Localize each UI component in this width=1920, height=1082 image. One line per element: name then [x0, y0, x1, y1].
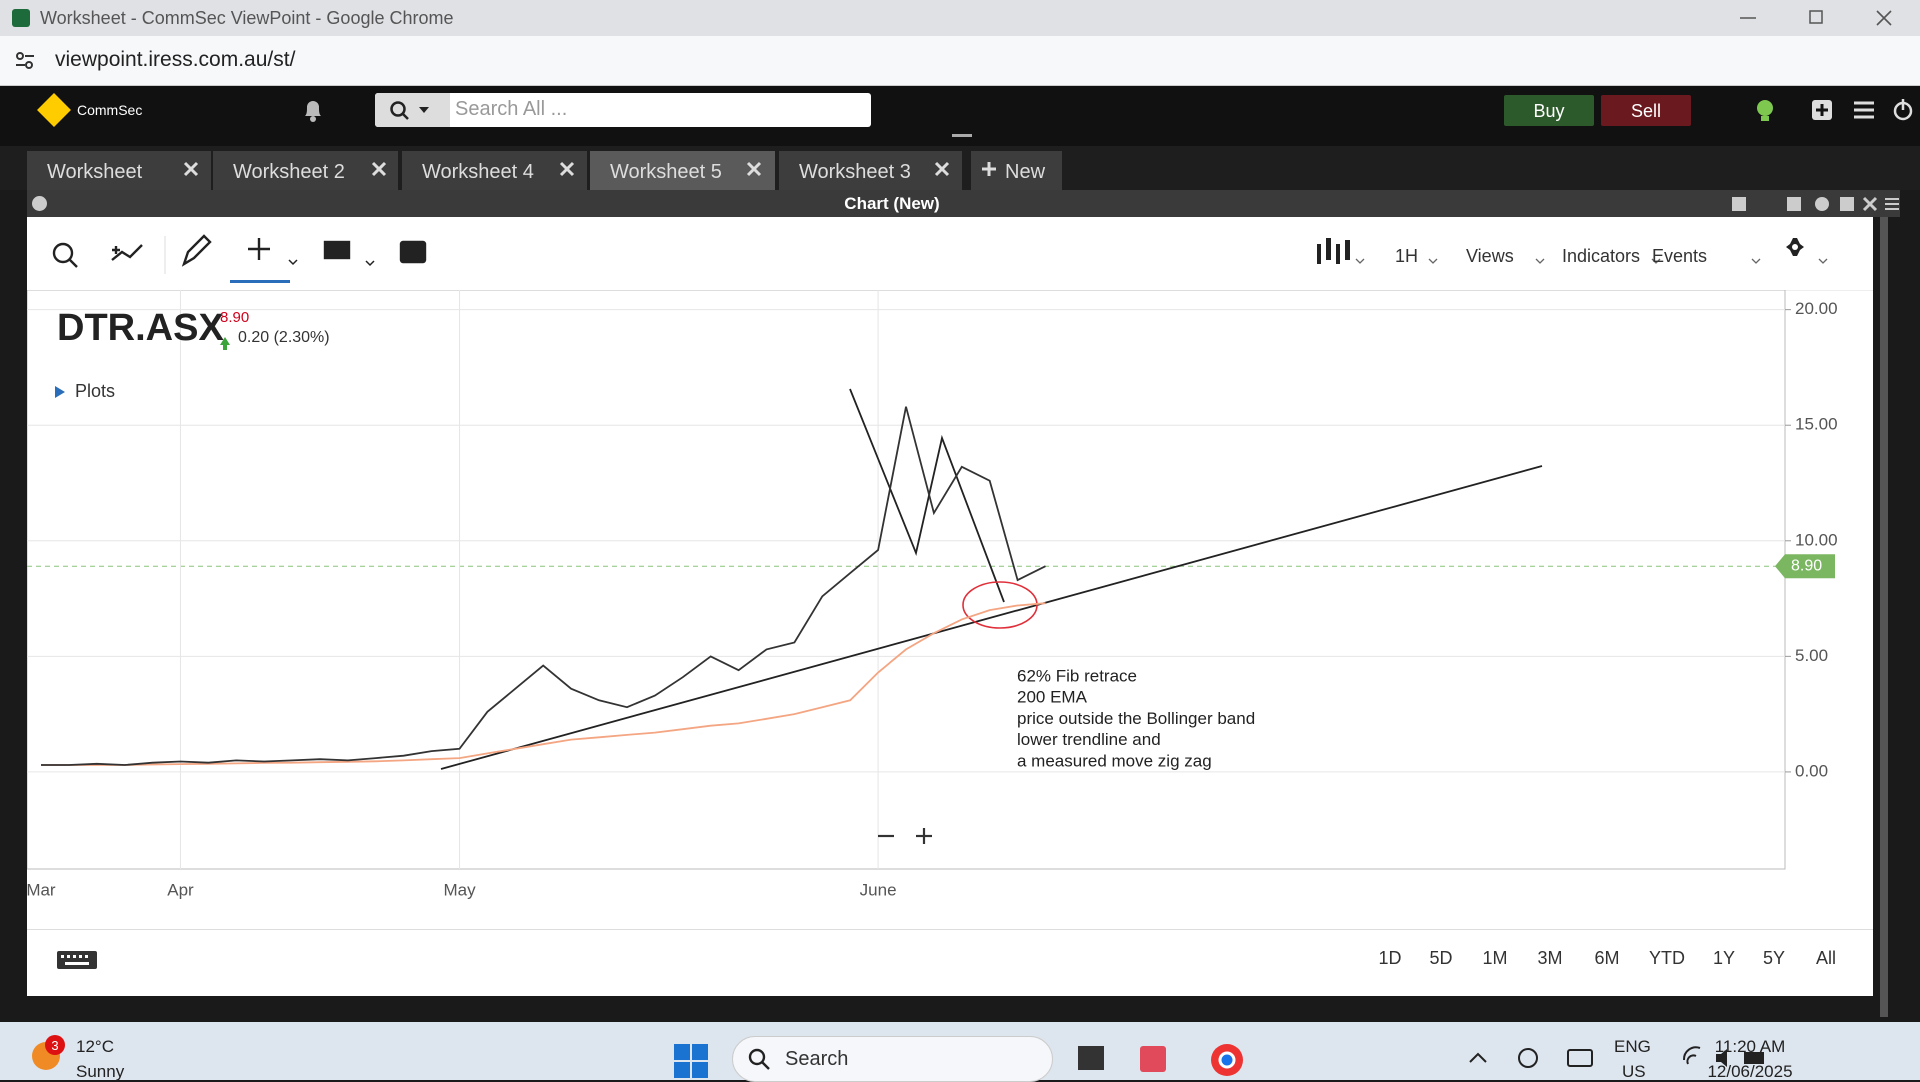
range-button[interactable]: 6M — [1594, 948, 1620, 968]
y-tick-label: 0.00 — [1795, 761, 1828, 780]
tab-label[interactable]: Worksheet — [47, 161, 143, 183]
series-line — [41, 406, 1046, 766]
window-controls[interactable] — [1730, 6, 1910, 30]
x-tick-label: Mar — [27, 880, 56, 899]
weather-badge: 3 — [45, 1035, 65, 1055]
range-button[interactable]: 3M — [1537, 948, 1563, 968]
title-bar: Worksheet - CommSec ViewPoint - Google C… — [0, 0, 1920, 36]
range-button[interactable]: YTD — [1649, 948, 1685, 968]
address-bar[interactable]: viewpoint.iress.com.au/st/ — [0, 36, 1920, 86]
tab[interactable]: Worksheet 2 — [213, 151, 398, 190]
panel-controls[interactable] — [1727, 194, 1900, 214]
range-button[interactable]: 1D — [1378, 948, 1402, 968]
tab-label[interactable]: Worksheet 5 — [610, 161, 722, 183]
logo — [37, 93, 71, 127]
weather[interactable]: Sunny — [76, 1062, 125, 1081]
range-button[interactable]: 5D — [1429, 948, 1453, 968]
panel-title: Chart (New) — [844, 194, 940, 213]
last-price: 8.90 — [220, 309, 249, 326]
annotation: price outside the Bollinger band — [1017, 709, 1255, 728]
series-line — [41, 602, 1046, 766]
symbol: DTR.ASX — [57, 307, 224, 349]
sell-button[interactable]: Sell — [1601, 95, 1691, 126]
clock-time[interactable]: 11:20 AM — [1714, 1037, 1786, 1056]
chart: DTR.ASX 8.90 0.20 (2.30%) Plots 0.00 5.00… — [27, 290, 1873, 899]
window-title: Worksheet - CommSec ViewPoint - Google C… — [40, 8, 454, 28]
search-box[interactable]: Search All ... — [375, 93, 871, 127]
indicators-menu[interactable]: Indicators — [1562, 246, 1641, 266]
tab[interactable]: Worksheet — [27, 151, 211, 190]
header-icons[interactable] — [1750, 96, 1920, 126]
site-icon[interactable] — [14, 50, 36, 72]
new-tab-label[interactable]: New — [1005, 161, 1046, 183]
search-placeholder[interactable]: Search All ... — [455, 98, 568, 120]
drawings — [440, 388, 1543, 770]
notifications[interactable] — [300, 96, 326, 124]
range-button[interactable]: 1Y — [1712, 948, 1736, 968]
buy-button[interactable]: Buy — [1504, 95, 1594, 126]
price-badge — [1775, 554, 1835, 579]
chart-panel — [27, 217, 1873, 996]
taskbar: 3 12°C Sunny Search ENG US 11:20 AM 12/0… — [0, 1022, 1920, 1082]
tab[interactable]: Worksheet 5 — [590, 151, 775, 190]
tray-icons[interactable] — [1468, 1042, 1768, 1072]
input-region[interactable]: US — [1622, 1062, 1646, 1081]
panel-title-bar: Chart (New) — [27, 190, 1900, 217]
tab-label[interactable]: Worksheet 3 — [799, 161, 911, 183]
range-button[interactable]: All — [1815, 948, 1837, 968]
tab-label[interactable]: Worksheet 4 — [422, 161, 534, 183]
price-badge-label: 8.90 — [1791, 557, 1822, 574]
y-tick-label: 10.00 — [1795, 530, 1838, 549]
taskbar-search[interactable]: Search — [732, 1036, 1053, 1082]
url[interactable]: viewpoint.iress.com.au/st/ — [55, 48, 296, 71]
tab-label[interactable]: Worksheet 2 — [233, 161, 345, 183]
brand: CommSec — [77, 102, 143, 118]
x-tick-label: May — [443, 880, 476, 899]
annotation: lower trendline and — [1017, 730, 1161, 749]
chart-toolbar[interactable] — [27, 222, 1873, 290]
range-button[interactable]: 5Y — [1762, 948, 1786, 968]
annotation: a measured move zig zag — [1017, 751, 1212, 770]
interval-menu[interactable]: 1H — [1395, 246, 1419, 266]
app-icon — [12, 9, 30, 27]
tab-icons[interactable] — [0, 146, 1100, 190]
views-menu[interactable]: Views — [1466, 246, 1514, 266]
clock-date[interactable]: 12/06/2025 — [1707, 1062, 1793, 1081]
temperature[interactable]: 12°C — [76, 1037, 114, 1056]
y-tick-label: 20.00 — [1795, 299, 1838, 318]
app-header: CommSec Search All ... Buy Sell — [0, 86, 1920, 146]
keyboard-button[interactable] — [55, 948, 101, 972]
events-menu[interactable]: Events — [1652, 246, 1708, 266]
taskbar-apps[interactable] — [1070, 1036, 1250, 1080]
tab[interactable]: Worksheet 4 — [402, 151, 587, 190]
x-tick-label: Apr — [167, 880, 194, 899]
range-button[interactable]: 1M — [1482, 948, 1508, 968]
splitter[interactable] — [952, 134, 972, 137]
annotation: 200 EMA — [1017, 688, 1088, 707]
taskbar-search-label[interactable]: Search — [785, 1048, 849, 1070]
x-tick-label: June — [860, 880, 897, 899]
tab[interactable]: Worksheet 3 — [779, 151, 962, 190]
plots-toggle[interactable]: Plots — [75, 381, 115, 401]
scrollbar[interactable] — [1880, 217, 1888, 1017]
input-language[interactable]: ENG — [1614, 1037, 1651, 1056]
annotation: 62% Fib retrace — [1017, 666, 1137, 685]
y-tick-label: 5.00 — [1795, 646, 1828, 665]
y-tick-label: 15.00 — [1795, 415, 1838, 434]
search-icon[interactable] — [389, 100, 439, 122]
price-change: 0.20 (2.30%) — [238, 329, 330, 346]
start-button[interactable] — [672, 1042, 712, 1080]
